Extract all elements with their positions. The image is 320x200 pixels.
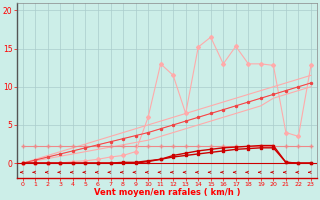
- X-axis label: Vent moyen/en rafales ( km/h ): Vent moyen/en rafales ( km/h ): [94, 188, 240, 197]
